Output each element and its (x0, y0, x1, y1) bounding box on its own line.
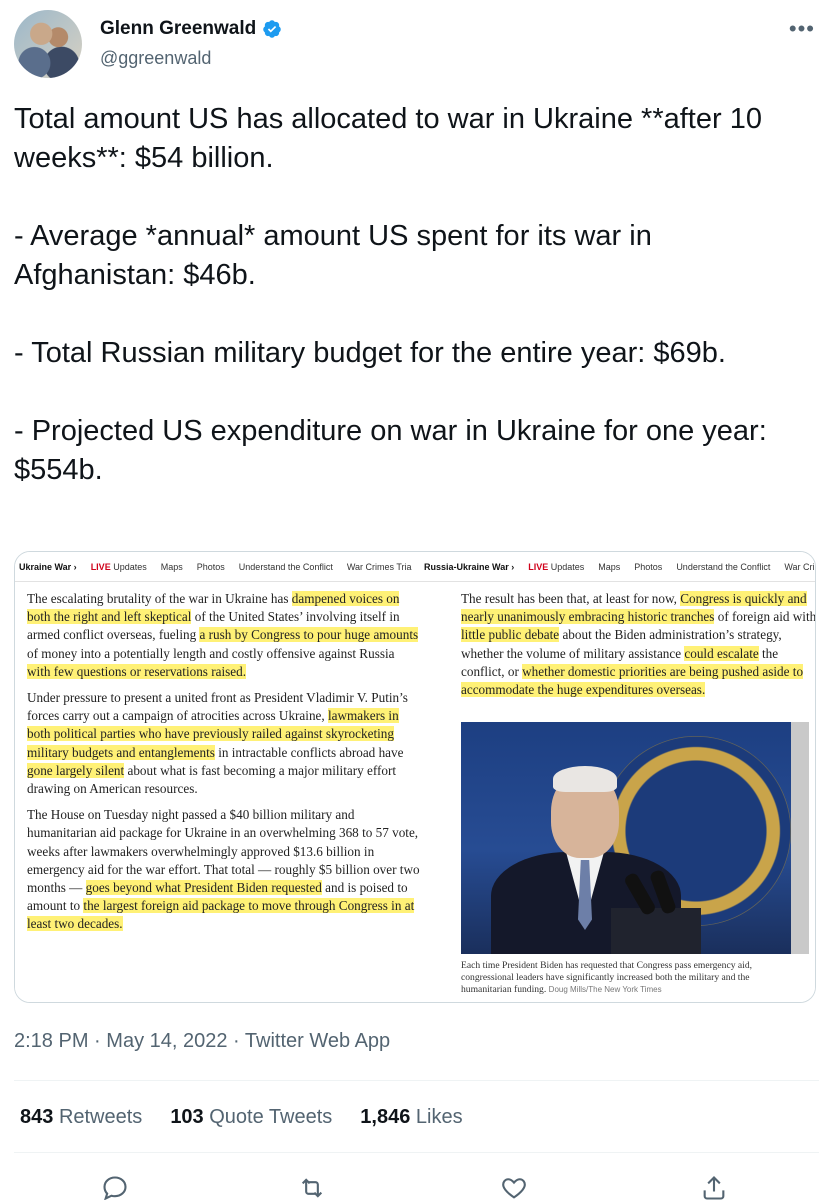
likes-stat[interactable]: 1,846 Likes (360, 1106, 463, 1128)
divider (14, 1152, 819, 1153)
nav-item: War Crimes Trials, E (784, 561, 815, 572)
tweet-date[interactable]: May 14, 2022 (106, 1030, 228, 1052)
tweet-paragraph: Total amount US has allocated to war in … (14, 103, 762, 174)
article-text: about what is fast becoming a major mili… (27, 762, 397, 797)
article-body-right: The result has been that, at least for n… (420, 582, 816, 699)
retweets-stat[interactable]: 843 Retweets (20, 1106, 143, 1128)
article-text: and is poised to amount to (27, 880, 408, 914)
nav-item: Understand the Conflict (238, 561, 333, 572)
verified-badge-icon (263, 20, 282, 38)
handle[interactable]: @ggreenwald (100, 48, 212, 68)
article-text: The escalating brutality of the war in U… (27, 591, 292, 606)
nav-item: Photos (634, 561, 663, 572)
nav-live: LIVE Updates (528, 561, 585, 572)
highlighted-text: a rush by Congress to pour huge amounts (199, 627, 419, 643)
nav-item: War Crimes Tria (346, 561, 412, 572)
author-name-row: Glenn Greenwald (100, 18, 282, 40)
nav-item: Maps (160, 561, 183, 572)
highlighted-text: goes beyond what President Biden request… (85, 880, 322, 896)
tweet-paragraph: - Average *annual* amount US spent for i… (14, 220, 652, 291)
display-name[interactable]: Glenn Greenwald (100, 18, 257, 39)
article-text: about the Biden administration’s strateg… (461, 627, 782, 661)
article-photo (461, 722, 809, 954)
share-icon[interactable] (700, 1174, 728, 1200)
highlighted-text: could escalate (684, 645, 759, 661)
tweet-paragraph: - Projected US expenditure on war in Ukr… (14, 415, 767, 486)
tweet-actions (0, 1170, 833, 1200)
article-paragraph: The result has been that, at least for n… (461, 590, 816, 699)
tweet-stats: 843 Retweets 103 Quote Tweets 1,846 Like… (20, 1106, 463, 1129)
photo-credit: Doug Mills/The New York Times (548, 985, 662, 994)
article-nav-right: Russia-Ukraine War › LIVE Updates Maps P… (420, 552, 815, 582)
article-text: of foreign aid with (714, 609, 816, 625)
reply-icon[interactable] (101, 1174, 129, 1200)
article-text: The House on Tuesday night passed a $40 … (27, 807, 420, 896)
highlighted-text: the largest foreign aid package to move … (27, 898, 415, 932)
article-paragraph: The escalating brutality of the war in U… (27, 590, 420, 681)
highlighted-text: with few questions or reservations raise… (27, 663, 247, 679)
tweet-header: Glenn Greenwald @ggreenwald ••• (14, 10, 819, 80)
article-nav-left: Ukraine War › LIVE Updates Maps Photos U… (15, 552, 420, 582)
nav-section: Russia-Ukraine War › (424, 561, 515, 572)
tweet-time[interactable]: 2:18 PM (14, 1030, 89, 1052)
article-text: the conflict, or (461, 645, 779, 679)
nav-item: Maps (598, 561, 621, 572)
tweet-media[interactable]: Ukraine War › LIVE Updates Maps Photos U… (14, 551, 816, 1003)
divider (14, 1080, 819, 1081)
nav-live: LIVE Updates (90, 561, 147, 572)
article-paragraph: The House on Tuesday night passed a $40 … (27, 806, 420, 933)
quote-tweets-stat[interactable]: 103 Quote Tweets (170, 1106, 333, 1128)
article-body-left: The escalating brutality of the war in U… (15, 582, 420, 934)
article-paragraph: Under pressure to present a united front… (27, 689, 420, 798)
retweet-icon[interactable] (298, 1174, 326, 1200)
avatar[interactable] (14, 10, 82, 78)
highlighted-text: little public debate (461, 627, 560, 643)
article-screenshot-right: Russia-Ukraine War › LIVE Updates Maps P… (420, 552, 816, 1002)
nav-section: Ukraine War › (19, 561, 77, 572)
photo-caption: Each time President Biden has requested … (461, 960, 801, 996)
article-text: in intractable conflicts abroad have (214, 744, 404, 760)
tweet-text: Total amount US has allocated to war in … (14, 100, 819, 490)
highlighted-text: gone largely silent (27, 762, 125, 778)
article-text: The result has been that, at least for n… (461, 591, 681, 606)
caption-text: Each time President Biden has requested … (461, 960, 753, 995)
nav-item: Understand the Conflict (676, 561, 771, 572)
article-screenshot-left: Ukraine War › LIVE Updates Maps Photos U… (15, 552, 420, 1002)
article-text: Under pressure to present a united front… (27, 690, 408, 724)
more-dots-icon[interactable]: ••• (788, 16, 815, 41)
tweet-timestamp: 2:18 PM · May 14, 2022 · Twitter Web App (14, 1030, 391, 1052)
like-icon[interactable] (500, 1174, 528, 1200)
tweet-paragraph: - Total Russian military budget for the … (14, 337, 726, 369)
article-text: of money into a potentially length and c… (27, 645, 395, 661)
article-text: of the United States’ involving itself i… (27, 609, 400, 643)
tweet-client[interactable]: Twitter Web App (244, 1030, 391, 1052)
nav-item: Photos (196, 561, 225, 572)
